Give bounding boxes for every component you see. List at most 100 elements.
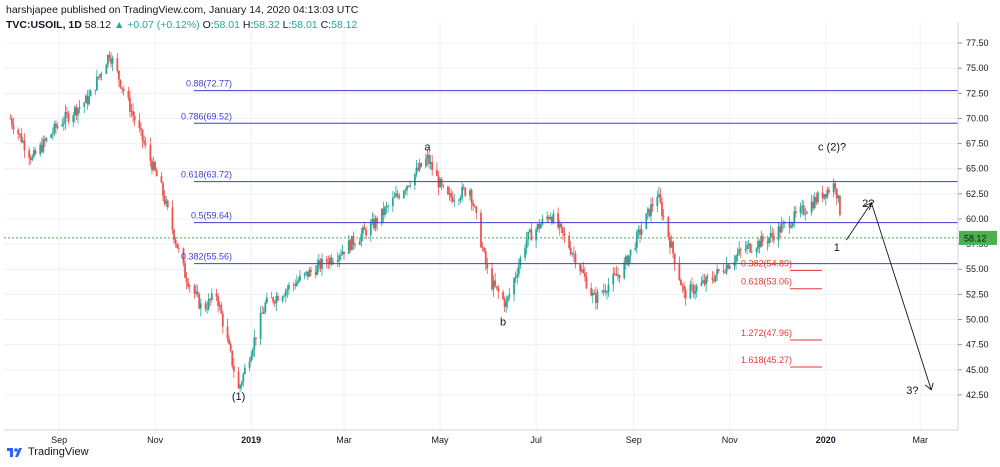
candle-body bbox=[319, 260, 322, 269]
candle-body bbox=[593, 292, 596, 295]
symbol-name[interactable]: TVC:USOIL, 1D bbox=[6, 19, 82, 31]
candle-body bbox=[634, 247, 637, 250]
candle-body bbox=[804, 213, 807, 215]
candle-body bbox=[639, 229, 641, 235]
candle-body bbox=[299, 275, 301, 281]
candle-body bbox=[365, 229, 367, 236]
candle-body bbox=[760, 236, 763, 248]
candle-body bbox=[584, 273, 586, 277]
x-tick-label: Nov bbox=[722, 435, 739, 445]
candle-body bbox=[436, 170, 438, 177]
candle-body bbox=[94, 89, 97, 91]
candle-body bbox=[177, 248, 180, 249]
candle-body bbox=[371, 219, 374, 224]
candle-body bbox=[154, 161, 157, 171]
candle-body bbox=[492, 280, 495, 290]
candle-body bbox=[229, 344, 232, 351]
candle-body bbox=[572, 253, 575, 255]
candle-body bbox=[395, 193, 397, 197]
candle-body bbox=[129, 97, 131, 112]
candle-body bbox=[332, 262, 334, 264]
candle-body bbox=[352, 236, 355, 245]
time-axis[interactable]: Sep Nov 2019 Mar May Jul Sep Nov 2020 Mar bbox=[4, 429, 958, 445]
candle-body bbox=[413, 173, 416, 186]
candle-body bbox=[574, 253, 577, 265]
candle-body bbox=[683, 286, 685, 291]
candle-body bbox=[691, 284, 693, 286]
candle-body bbox=[341, 251, 344, 255]
candle-body bbox=[442, 185, 445, 187]
candle-body bbox=[33, 150, 35, 157]
candle-body bbox=[351, 236, 353, 251]
candle-body bbox=[472, 202, 475, 206]
fib-extension-label: 0.382(54.89) bbox=[741, 258, 792, 268]
candle-body bbox=[62, 122, 65, 125]
candle-body bbox=[777, 226, 780, 241]
candle-body bbox=[651, 204, 654, 207]
candle-body bbox=[703, 280, 706, 285]
candle-body bbox=[568, 235, 571, 249]
candle-body bbox=[369, 223, 372, 236]
candle-body bbox=[681, 285, 684, 287]
candle-body bbox=[429, 162, 432, 164]
candle-body bbox=[560, 223, 563, 228]
candle-body bbox=[193, 285, 196, 294]
candle-body bbox=[83, 102, 86, 107]
candle-body bbox=[415, 167, 418, 174]
candle-body bbox=[473, 205, 476, 207]
candle-body bbox=[450, 193, 452, 198]
candle-body bbox=[561, 227, 564, 234]
candle-body bbox=[497, 287, 500, 292]
wave-label: 2? bbox=[862, 198, 874, 210]
candle-body bbox=[761, 236, 764, 242]
low-value: 58.01 bbox=[291, 19, 318, 31]
candle-body bbox=[358, 241, 361, 245]
candle-body bbox=[646, 208, 649, 214]
candle-body bbox=[273, 302, 276, 304]
y-tick-label: 45.00 bbox=[966, 365, 989, 375]
candle-body bbox=[746, 245, 748, 249]
candle-body bbox=[766, 241, 769, 244]
projection-arrow-head bbox=[864, 202, 873, 211]
candles bbox=[9, 51, 841, 393]
candle-body bbox=[10, 118, 13, 125]
candle-body bbox=[550, 217, 553, 223]
last-price-badge-label: 58.12 bbox=[964, 233, 987, 243]
candle-body bbox=[174, 239, 177, 244]
candle-body bbox=[119, 79, 122, 88]
candle-body bbox=[738, 249, 741, 254]
candle-body bbox=[431, 162, 434, 171]
price-axis[interactable]: 77.50 75.00 72.50 70.00 67.50 65.00 62.50 60.00… bbox=[957, 22, 997, 430]
candle-body bbox=[571, 253, 574, 255]
candle-body bbox=[384, 207, 386, 215]
candle-body bbox=[336, 259, 339, 263]
fib-retracement-label: 0.88(72.77) bbox=[186, 79, 232, 89]
candle-body bbox=[34, 150, 37, 154]
candle-body bbox=[116, 58, 119, 71]
close-label: C: bbox=[320, 19, 332, 31]
candle-body bbox=[779, 226, 782, 233]
candle-body bbox=[199, 303, 202, 309]
candle-body bbox=[343, 251, 345, 254]
candle-body bbox=[338, 255, 341, 260]
candle-body bbox=[141, 129, 144, 141]
candle-body bbox=[391, 197, 394, 206]
x-tick-label: 2020 bbox=[816, 435, 836, 445]
x-tick-label: 2019 bbox=[241, 435, 261, 445]
high-label: H: bbox=[242, 19, 254, 31]
y-tick-label: 52.50 bbox=[966, 289, 989, 299]
candle-body bbox=[706, 276, 709, 278]
footer-brand[interactable]: TradingView bbox=[6, 446, 89, 458]
candle-body bbox=[56, 126, 59, 128]
candle-body bbox=[17, 129, 20, 134]
candle-body bbox=[254, 337, 257, 339]
wave-label: c (2)? bbox=[818, 142, 846, 154]
candle-body bbox=[42, 139, 45, 152]
high-value: 58.32 bbox=[253, 19, 280, 31]
candle-body bbox=[88, 96, 90, 105]
candle-body bbox=[801, 205, 804, 208]
candle-body bbox=[292, 284, 295, 286]
y-tick-label: 62.50 bbox=[966, 189, 989, 199]
candle-body bbox=[45, 138, 48, 141]
